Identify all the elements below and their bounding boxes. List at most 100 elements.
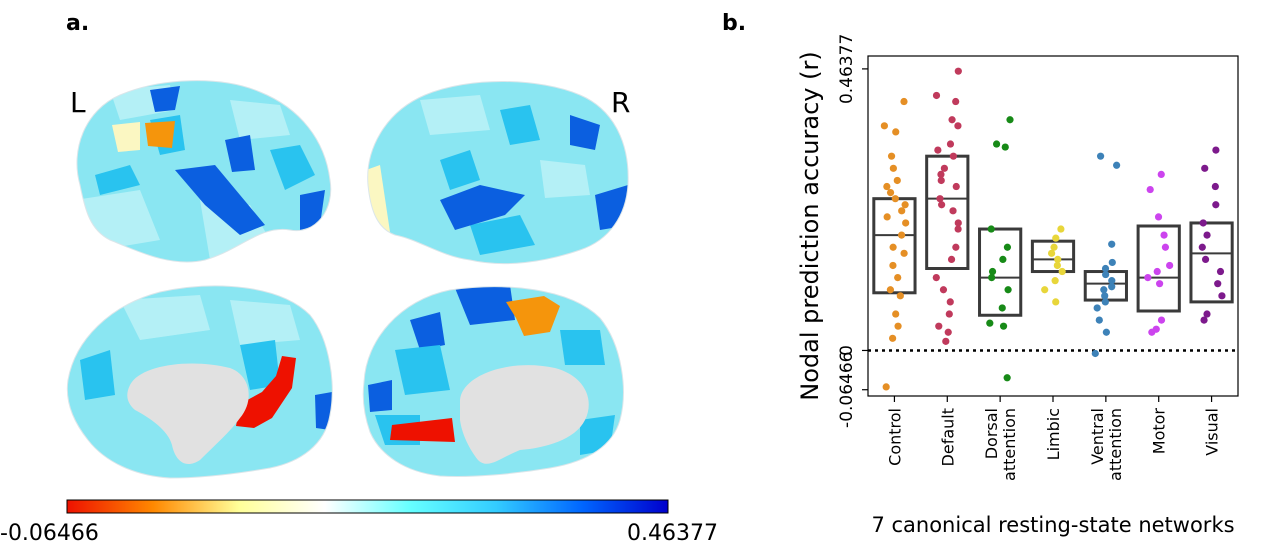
boxes xyxy=(872,154,1234,317)
region xyxy=(315,392,332,430)
data-point xyxy=(1201,255,1210,263)
data-point xyxy=(947,255,956,263)
region xyxy=(506,296,560,336)
data-point xyxy=(1157,316,1166,324)
colorbar-min-label: -0.06466 xyxy=(0,521,99,546)
x-tick-label: attention xyxy=(1000,408,1019,481)
data-point xyxy=(1101,298,1109,306)
data-point xyxy=(1003,243,1012,251)
box xyxy=(1136,224,1181,313)
data-point xyxy=(1102,328,1110,336)
data-point xyxy=(886,286,895,294)
data-point xyxy=(1211,182,1219,191)
data-point xyxy=(1004,286,1012,294)
data-point xyxy=(946,298,954,306)
data-point xyxy=(1108,240,1116,248)
region xyxy=(410,312,445,350)
data-point xyxy=(1006,116,1014,124)
data-point xyxy=(1050,243,1058,251)
data-point xyxy=(952,97,960,106)
data-point xyxy=(986,319,994,327)
data-point xyxy=(1041,286,1049,294)
brain-left-lateral xyxy=(76,80,331,262)
data-point xyxy=(1108,277,1116,285)
x-tick-label: Motor xyxy=(1150,408,1169,455)
data-point xyxy=(1156,280,1164,288)
data-point xyxy=(894,274,902,282)
data-point xyxy=(1148,328,1156,336)
brain-right-medial xyxy=(363,286,624,477)
data-point xyxy=(892,128,900,136)
data-point xyxy=(897,231,906,239)
data-point xyxy=(902,219,910,227)
data-point xyxy=(1102,270,1110,279)
data-point xyxy=(999,255,1007,263)
data-point xyxy=(932,91,941,100)
box xyxy=(925,154,970,270)
region xyxy=(240,340,280,390)
y-axis-title: Nodal prediction accuracy (r) xyxy=(796,51,824,400)
y-tick-label: 0.46377 xyxy=(837,34,857,104)
region xyxy=(455,286,515,325)
data-point xyxy=(949,207,957,215)
brain-left-medial xyxy=(67,285,333,478)
region xyxy=(570,115,600,150)
data-point xyxy=(900,97,908,106)
points xyxy=(880,67,1226,391)
box xyxy=(1030,239,1076,274)
region xyxy=(540,160,590,198)
region xyxy=(560,330,605,365)
data-point xyxy=(1057,225,1065,233)
data-point xyxy=(888,334,897,342)
x-tick-label: Ventral xyxy=(1088,408,1107,465)
data-point xyxy=(954,67,962,75)
region xyxy=(230,300,300,345)
data-point xyxy=(1216,267,1225,276)
data-point xyxy=(998,304,1006,312)
data-point xyxy=(1108,283,1116,291)
data-point xyxy=(1053,261,1061,270)
x-axis: Control Default Dorsal attention Limbic Ventr… xyxy=(885,396,1222,481)
data-point xyxy=(934,146,942,154)
region xyxy=(236,356,296,428)
data-point xyxy=(1203,231,1211,239)
region xyxy=(225,135,255,172)
box xyxy=(978,227,1023,317)
data-point xyxy=(1203,310,1211,318)
data-point xyxy=(936,195,944,203)
data-point xyxy=(992,140,1001,148)
data-point xyxy=(1200,316,1208,324)
medial-wall xyxy=(460,365,589,464)
region xyxy=(368,380,392,412)
data-point xyxy=(988,267,997,276)
data-point xyxy=(1157,170,1165,178)
data-point xyxy=(898,207,906,215)
data-point xyxy=(987,225,995,233)
data-point xyxy=(1048,249,1056,257)
region xyxy=(80,350,115,400)
region xyxy=(395,345,450,395)
x-tick-label: Visual xyxy=(1203,408,1222,456)
x-tick-label: Default xyxy=(938,408,957,466)
data-point xyxy=(1201,164,1209,172)
data-point xyxy=(892,310,900,318)
data-point xyxy=(999,322,1008,330)
colorbar-max-label: 0.46377 xyxy=(627,521,718,546)
data-point xyxy=(940,164,948,172)
data-point xyxy=(1093,304,1101,312)
region xyxy=(580,415,615,455)
data-point xyxy=(1101,292,1109,300)
y-tick-label: -0.06466 xyxy=(837,352,857,428)
data-point xyxy=(932,274,940,282)
data-point xyxy=(1051,277,1059,285)
data-point xyxy=(937,176,945,185)
x-tick-label: Control xyxy=(885,408,904,466)
data-point xyxy=(1108,258,1116,267)
region xyxy=(95,165,140,195)
data-point xyxy=(945,310,953,318)
data-point xyxy=(1054,255,1062,263)
data-point xyxy=(883,182,891,191)
data-point xyxy=(1052,234,1060,242)
data-point xyxy=(954,225,962,233)
